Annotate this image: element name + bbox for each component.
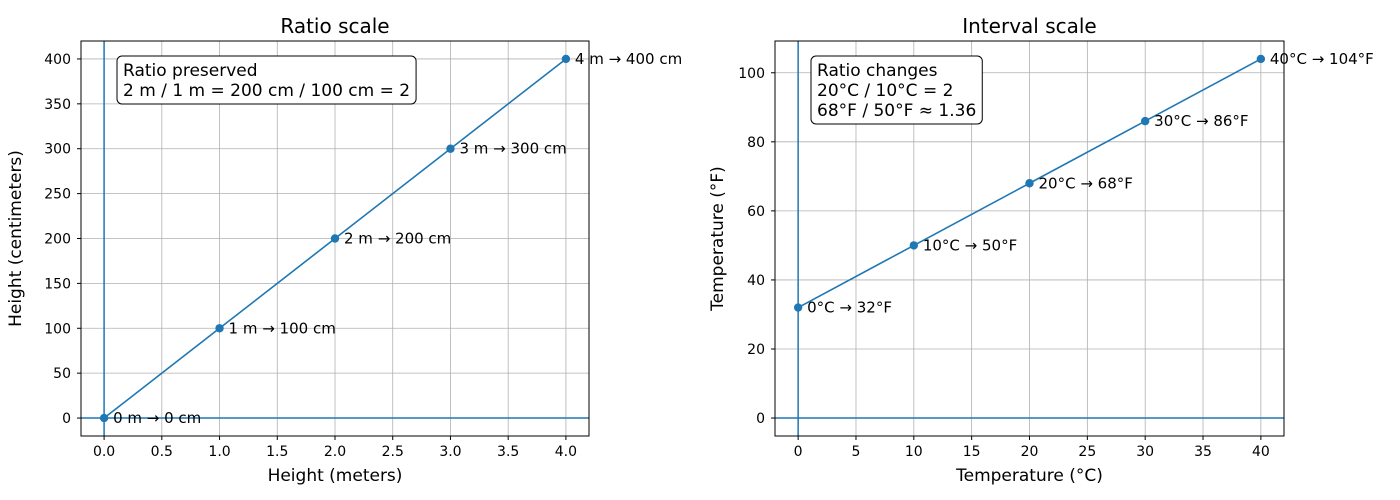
y-tick-label: 150	[44, 276, 71, 292]
textbox-line: Ratio changes	[817, 61, 938, 81]
data-point	[793, 303, 803, 312]
textbox-line: 68°F / 50°F ≈ 1.36	[817, 101, 976, 121]
y-tick-label: 100	[738, 66, 765, 82]
x-tick-label: 5	[852, 444, 861, 460]
chart-0: 0.0 0.5 1.0 1.5 2.0 2.5 3.0 3.5 4.0 0 50 100 150 200 2…	[6, 14, 682, 486]
x-tick-label: 3.5	[497, 444, 519, 460]
y-axis-label: Temperature (°F)	[708, 166, 728, 312]
y-tick-label: 350	[44, 97, 71, 113]
x-tick-label: 0.0	[93, 444, 115, 460]
y-tick-label: 0	[756, 411, 765, 427]
point-label: 2 m → 200 cm	[344, 230, 451, 248]
info-textbox	[116, 55, 417, 105]
point-label: 10°C → 50°F	[923, 236, 1017, 254]
x-tick-label: 1.5	[266, 444, 288, 460]
chart-title: Interval scale	[962, 14, 1096, 38]
y-tick-label: 80	[747, 135, 765, 151]
x-tick-label: 35	[1194, 444, 1212, 460]
y-tick-label: 100	[44, 321, 71, 337]
point-label: 0 m → 0 cm	[113, 409, 201, 427]
x-tick-label: 1.0	[208, 444, 230, 460]
y-tick-label: 0	[62, 411, 71, 427]
y-tick-label: 40	[747, 273, 765, 289]
point-label: 30°C → 86°F	[1154, 112, 1248, 130]
textbox-line: 2 m / 1 m = 200 cm / 100 cm = 2	[123, 81, 410, 101]
chart-title: Ratio scale	[280, 14, 389, 38]
point-label: 40°C → 104°F	[1270, 50, 1374, 68]
x-tick-label: 25	[1078, 444, 1096, 460]
x-tick-label: 2.5	[382, 444, 404, 460]
data-point	[1256, 54, 1266, 64]
x-tick-label: 3.0	[439, 444, 461, 460]
data-point	[561, 54, 571, 64]
chart-1: 0 5 10 15 20 25 30 35 40 0 20 40 60 80 100 0°C → 32°F 10…	[708, 14, 1374, 486]
x-tick-label: 20	[1021, 444, 1039, 460]
x-tick-label: 2.0	[324, 444, 346, 460]
x-tick-label: 30	[1136, 444, 1154, 460]
x-tick-label: 10	[905, 444, 923, 460]
x-tick-label: 15	[963, 444, 981, 460]
textbox-line: 20°C / 10°C = 2	[817, 81, 953, 101]
info-textbox	[810, 55, 983, 125]
y-tick-label: 250	[44, 187, 71, 203]
data-point	[1025, 179, 1034, 188]
x-tick-label: 0	[794, 444, 803, 460]
x-axis-label: Height (meters)	[268, 466, 403, 486]
point-label: 20°C → 68°F	[1039, 174, 1133, 192]
y-tick-label: 300	[44, 142, 71, 158]
textbox-line: Ratio preserved	[123, 61, 258, 81]
data-point	[1140, 116, 1150, 126]
x-tick-label: 4.0	[555, 444, 577, 460]
data-point	[330, 234, 340, 243]
point-label: 0°C → 32°F	[807, 299, 892, 317]
data-point	[909, 241, 919, 250]
point-label: 3 m → 300 cm	[459, 140, 566, 158]
x-tick-label: 0.5	[151, 444, 173, 460]
x-axis-label: Temperature (°C)	[955, 466, 1103, 486]
point-label: 4 m → 400 cm	[575, 50, 682, 68]
point-label: 1 m → 100 cm	[229, 319, 336, 337]
x-tick-label: 40	[1252, 444, 1270, 460]
y-tick-label: 200	[44, 232, 71, 248]
y-tick-label: 60	[747, 204, 765, 220]
y-tick-label: 20	[747, 342, 765, 358]
y-tick-label: 400	[44, 52, 71, 68]
data-point	[446, 144, 455, 153]
y-axis-label: Height (centimeters)	[6, 150, 26, 327]
y-tick-label: 50	[53, 366, 71, 382]
data-point	[215, 324, 224, 333]
data-point	[99, 413, 109, 423]
